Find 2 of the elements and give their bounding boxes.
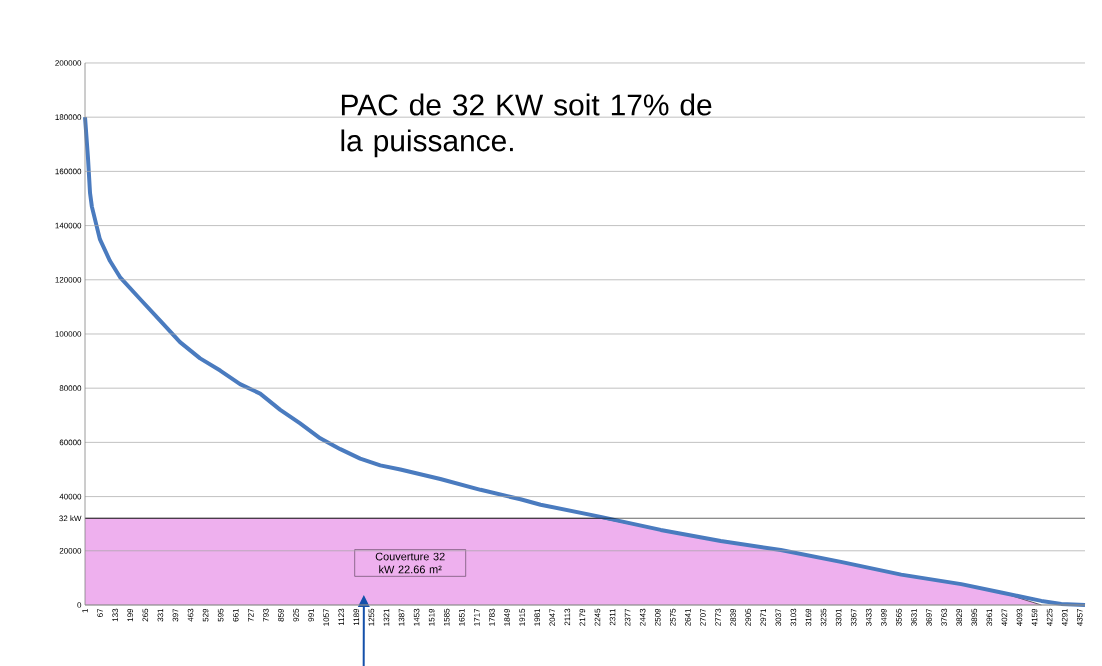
annotation: PAC de 32 KW soit 17% de la puissance. — [341, 93, 712, 158]
annotation: Couverture 32 kW 22.66 m² — [375, 552, 445, 574]
